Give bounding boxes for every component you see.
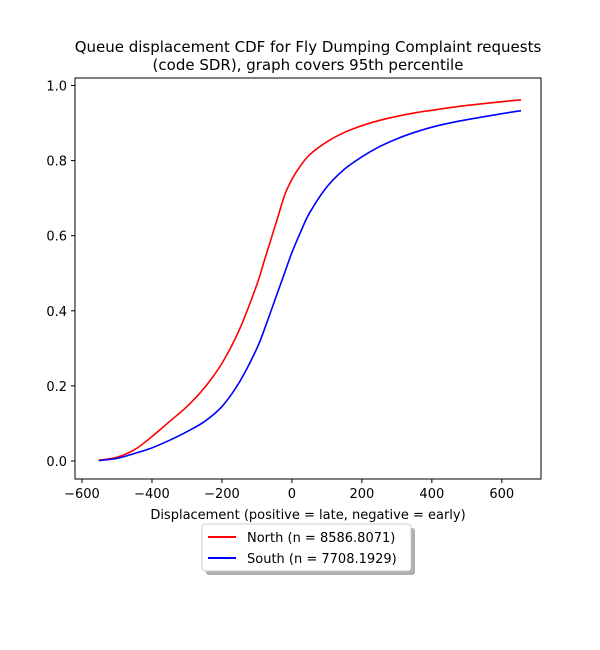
ticks-layer: −600 −400 −200 0 200 400 600 0.0 0.2 0.4 0.6 0.8 1.0 [46,80,514,502]
y-tick-label: 1.0 [46,80,67,95]
y-tick-label: 0.8 [46,155,67,170]
x-axis-label: Displacement (positive = late, negative … [150,508,465,523]
y-tick-label: 0.6 [46,230,67,245]
legend-label-north: North (n = 8586.8071) [247,531,395,546]
chart-title-line-2: (code SDR), graph covers 95th percentile [153,56,464,74]
x-tick-label: 400 [419,487,444,502]
x-tick-label: −600 [64,487,100,502]
chart-title-line-1: Queue displacement CDF for Fly Dumping C… [75,38,542,56]
y-tick-label: 0.4 [46,305,67,320]
series-layer [98,98,522,462]
legend: North (n = 8586.8071) South (n = 7708.19… [201,523,415,575]
plot-area-frame [74,77,542,480]
series-line-south [98,109,522,462]
x-tick-label: 0 [288,487,296,502]
x-tick-label: 200 [349,487,374,502]
x-tick-label: −200 [204,487,240,502]
x-tick-label: −400 [134,487,170,502]
y-tick-label: 0.2 [46,380,67,395]
x-tick-label: 600 [489,487,514,502]
legend-label-south: South (n = 7708.1929) [247,552,397,567]
series-line-north [98,98,522,462]
legend-box [201,523,412,572]
y-tick-label: 0.0 [46,455,67,470]
